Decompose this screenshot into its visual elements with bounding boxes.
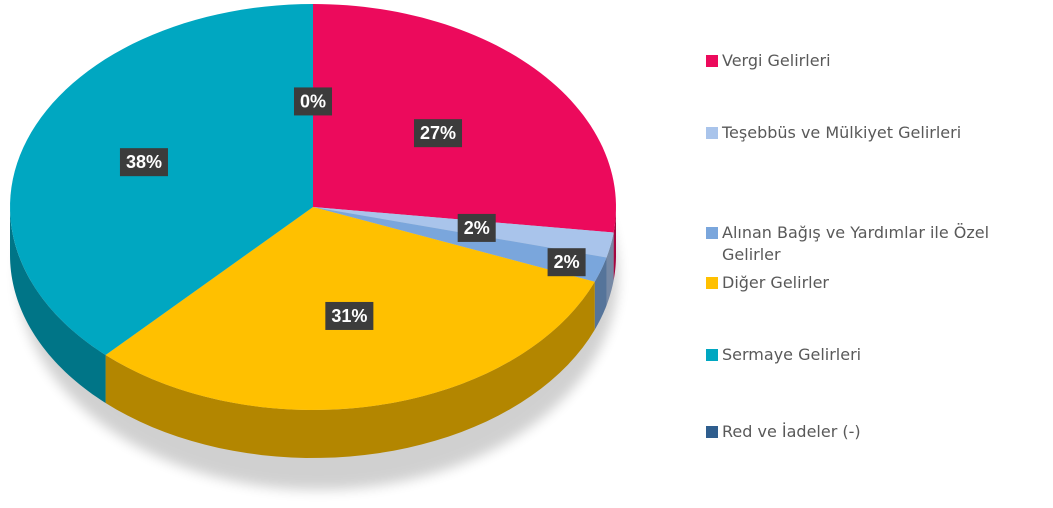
pie-side [594,257,607,330]
pie-slice [313,207,607,282]
data-label: 31% [325,301,374,330]
data-label: 0% [293,87,333,116]
data-label: 2% [457,213,496,242]
data-label-box [119,148,168,177]
data-label-text: 38% [126,152,162,172]
data-label: 2% [547,248,586,277]
legend-swatch [706,227,718,239]
data-label-box [413,119,463,148]
legend-swatch [706,349,718,361]
legend-item: Diğer Gelirler [706,272,1046,294]
legend-swatch [706,55,718,67]
legend-item: Red ve İadeler (-) [706,421,1046,443]
legend-label: Alınan Bağış ve Yardımlar ile Özel Gelir… [722,223,990,264]
data-label: 38% [119,148,168,177]
data-label-text: 31% [331,306,367,326]
legend-swatch [706,426,718,438]
chart: 27% 2% 2% 31% 38% 0% [10,4,618,490]
pie-slice [10,4,313,355]
pie-side [613,207,616,281]
legend-label: Teşebbüs ve Mülkiyet Gelirleri [722,123,962,142]
legend-swatch [706,127,718,139]
legend: Vergi Gelirleri Teşebbüs ve Mülkiyet Geli… [706,0,1051,508]
data-label-box [457,213,496,242]
legend-item: Alınan Bağış ve Yardımlar ile Özel Gelir… [706,222,1046,266]
data-label-box [547,248,586,277]
pie-side [105,281,595,458]
data-label-box [293,87,333,116]
data-label-text: 2% [554,252,580,272]
legend-item: Vergi Gelirleri [706,50,1046,72]
pie-slice [313,4,616,233]
legend-label: Diğer Gelirler [722,273,830,292]
data-label-box [325,301,374,330]
legend-label: Red ve İadeler (-) [722,422,861,441]
legend-swatch [706,277,718,289]
data-label: 27% [413,119,463,148]
pie-side [606,232,614,306]
legend-item: Teşebbüs ve Mülkiyet Gelirleri [706,122,1046,144]
data-label-text: 0% [300,91,326,111]
data-label-text: 27% [420,123,456,143]
legend-label: Vergi Gelirleri [722,51,831,70]
legend-item: Sermaye Gelirleri [706,344,1046,366]
legend-label: Sermaye Gelirleri [722,345,862,364]
pie-side [10,207,106,403]
data-label-text: 2% [464,218,490,238]
